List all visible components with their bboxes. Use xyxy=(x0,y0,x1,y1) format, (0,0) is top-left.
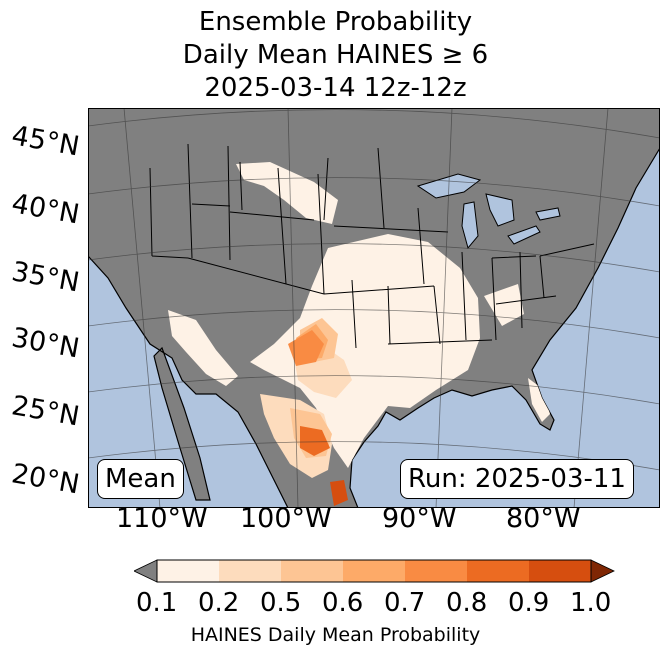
lat-label-25: 25°N xyxy=(9,390,82,433)
lat-label-40: 40°N xyxy=(9,188,82,231)
prob-0.8-mexico xyxy=(300,426,330,456)
lat-label-35: 35°N xyxy=(9,256,82,299)
grid-lat-25 xyxy=(88,375,660,405)
lake-erie xyxy=(507,225,541,245)
state-borders xyxy=(149,143,595,349)
mean-label: Mean xyxy=(97,459,184,499)
title-line-2: Daily Mean HAINES ≥ 6 xyxy=(182,40,489,70)
colorbar-tick-3: 0.6 xyxy=(322,588,364,618)
probability-map xyxy=(88,108,660,508)
probability-shading xyxy=(168,162,550,506)
great-lakes xyxy=(416,173,561,250)
colorbar-tick-4: 0.7 xyxy=(384,588,426,618)
colorbar-tick-2: 0.5 xyxy=(260,588,302,618)
colorbar-segment-6 xyxy=(529,560,592,582)
title-line-3: 2025-03-14 12z-12z xyxy=(204,73,467,103)
colorbar-tick-7: 1.0 xyxy=(570,588,612,618)
colorbar-under-arrow xyxy=(134,559,158,583)
title-line-1: Ensemble Probability xyxy=(198,7,473,37)
graticule xyxy=(88,108,660,508)
colorbar-segment-2 xyxy=(281,560,344,582)
colorbar-tick-1: 0.2 xyxy=(198,588,240,618)
colorbar-tick-5: 0.8 xyxy=(446,588,488,618)
run-date-label: Run: 2025-03-11 xyxy=(400,459,634,499)
lat-label-30: 30°N xyxy=(9,322,82,365)
lon-label-110: 110°W xyxy=(116,503,208,534)
grid-lat-45 xyxy=(88,109,660,139)
grid-lat-20 xyxy=(88,441,660,471)
colorbar-tick-6: 0.9 xyxy=(508,588,550,618)
prob-0.9-tip xyxy=(330,480,348,506)
colorbar-over-arrow xyxy=(590,559,615,583)
map-frame xyxy=(88,108,660,508)
grid-lat-40 xyxy=(88,177,660,207)
lat-label-20: 20°N xyxy=(9,458,82,501)
colorbar xyxy=(134,559,615,583)
lon-label-90: 90°W xyxy=(382,503,457,534)
colorbar-label: HAINES Daily Mean Probability xyxy=(0,624,671,646)
colorbar-frame xyxy=(156,559,592,583)
prob-0.7-texas xyxy=(288,330,324,366)
grid-lon-110 xyxy=(123,108,161,508)
colorbar-segment-3 xyxy=(343,560,406,582)
grid-lon-100 xyxy=(287,108,299,508)
colorbar-segment-1 xyxy=(219,560,282,582)
colorbar-label-text: HAINES Daily Mean Probability xyxy=(190,624,481,646)
grid-lat-30 xyxy=(88,309,660,339)
lake-michigan xyxy=(461,201,479,250)
lake-ontario xyxy=(535,207,561,221)
colorbar-segment-4 xyxy=(405,560,468,582)
prob-0.1-southwest xyxy=(168,310,238,386)
grid-lon-90 xyxy=(435,108,453,508)
prob-0.1-region xyxy=(250,234,480,468)
lat-label-45: 45°N xyxy=(9,120,82,163)
border-lines xyxy=(149,143,595,349)
lon-label-80: 80°W xyxy=(506,503,581,534)
colorbar-segment-5 xyxy=(467,560,530,582)
grid-lon-80 xyxy=(573,108,609,508)
grid-lat-35 xyxy=(88,243,660,273)
prob-0.1-north xyxy=(236,162,338,224)
lake-huron xyxy=(485,193,515,227)
prob-0.1-florida xyxy=(528,378,550,422)
colorbar-segment-0 xyxy=(157,560,220,582)
colorbar-tick-0: 0.1 xyxy=(136,588,178,618)
lon-label-100: 100°W xyxy=(240,503,332,534)
